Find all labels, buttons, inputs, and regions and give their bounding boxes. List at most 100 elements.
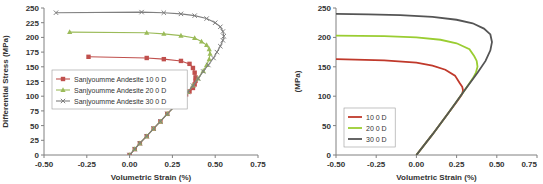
point bbox=[221, 29, 225, 33]
point bbox=[151, 126, 156, 131]
point bbox=[191, 83, 195, 87]
x-tick-label: -0.50 bbox=[35, 160, 54, 169]
y-tick-label: 150 bbox=[26, 63, 40, 72]
point bbox=[211, 56, 215, 60]
x-tick-label: -0.25 bbox=[78, 160, 97, 169]
y-tick bbox=[41, 155, 44, 156]
point bbox=[158, 119, 162, 123]
legend-label: 20 0 D bbox=[366, 125, 387, 132]
x-tick bbox=[376, 155, 377, 158]
legend-marker bbox=[61, 77, 65, 81]
point bbox=[204, 16, 208, 20]
x-tick-label: -0.25 bbox=[367, 160, 386, 169]
legend-label: Sanjyoumme Andesite 10 0 D bbox=[74, 76, 166, 84]
plot-area bbox=[336, 14, 492, 155]
x-tick-label: 0.50 bbox=[489, 160, 505, 169]
point bbox=[199, 39, 204, 44]
x-tick bbox=[129, 155, 130, 158]
y-tick-label: 200 bbox=[26, 33, 40, 42]
y-tick-label: 0 bbox=[35, 151, 40, 160]
y-tick bbox=[333, 155, 336, 156]
y-tick-label: 200 bbox=[318, 33, 332, 42]
point bbox=[145, 134, 149, 138]
point bbox=[138, 141, 142, 145]
legend-swatch bbox=[348, 116, 362, 118]
point bbox=[215, 50, 219, 54]
point bbox=[179, 12, 183, 16]
y-tick bbox=[41, 37, 44, 38]
x-tick-label: 0.00 bbox=[409, 160, 425, 169]
point bbox=[192, 35, 197, 40]
point bbox=[133, 147, 137, 151]
legend-box bbox=[344, 108, 395, 147]
series-line bbox=[336, 59, 463, 155]
point bbox=[127, 152, 132, 155]
point bbox=[158, 119, 163, 124]
point bbox=[179, 59, 183, 63]
y-axis bbox=[336, 8, 337, 155]
point bbox=[151, 126, 155, 130]
y-tick bbox=[41, 125, 44, 126]
y-axis-label: (MPa) bbox=[293, 70, 302, 92]
y-axis-label: Differential Stress (MPa) bbox=[1, 35, 10, 128]
y-tick-label: 100 bbox=[318, 92, 332, 101]
x-tick-label: -0.50 bbox=[327, 160, 346, 169]
point bbox=[165, 112, 169, 116]
y-tick bbox=[333, 96, 336, 97]
point bbox=[137, 140, 142, 145]
point bbox=[132, 146, 137, 151]
y-tick-label: 0 bbox=[327, 151, 332, 160]
legend-label: 10 0 D bbox=[366, 114, 387, 121]
series-line bbox=[336, 36, 478, 155]
x-axis bbox=[44, 155, 258, 156]
x-tick bbox=[258, 155, 259, 158]
point bbox=[195, 76, 200, 81]
point bbox=[127, 153, 131, 155]
point bbox=[86, 55, 90, 59]
y-tick-label: 50 bbox=[30, 122, 39, 131]
x-tick-label: 0.50 bbox=[207, 160, 223, 169]
point bbox=[151, 126, 155, 130]
point bbox=[192, 13, 196, 17]
point bbox=[192, 70, 196, 74]
point bbox=[67, 29, 72, 34]
y-tick-label: 225 bbox=[26, 19, 40, 28]
point bbox=[204, 42, 209, 47]
x-tick bbox=[456, 155, 457, 158]
y-tick bbox=[41, 66, 44, 67]
y-tick bbox=[41, 110, 44, 111]
point bbox=[207, 51, 212, 56]
y-tick-label: 125 bbox=[26, 78, 40, 87]
point bbox=[218, 44, 222, 48]
x-tick bbox=[416, 155, 417, 158]
y-tick-label: 150 bbox=[318, 63, 332, 72]
x-tick bbox=[86, 155, 87, 158]
point bbox=[221, 38, 225, 42]
y-tick bbox=[41, 81, 44, 82]
point bbox=[196, 76, 200, 80]
legend-label: Sanjyoumme Andesite 20 0 D bbox=[74, 87, 166, 95]
y-tick bbox=[333, 8, 336, 9]
point bbox=[127, 153, 131, 155]
legend: 10 0 D20 0 D30 0 D bbox=[344, 108, 395, 147]
legend-marker bbox=[60, 87, 65, 92]
point bbox=[144, 30, 149, 35]
point bbox=[158, 119, 162, 123]
chart: -0.50-0.250.000.250.500.7502550751001251… bbox=[1, 4, 266, 182]
point bbox=[187, 62, 191, 66]
y-tick bbox=[41, 22, 44, 23]
point bbox=[190, 83, 195, 88]
x-tick bbox=[537, 155, 538, 158]
point bbox=[178, 33, 183, 38]
y-tick bbox=[333, 66, 336, 67]
x-tick-label: 0.25 bbox=[449, 160, 465, 169]
y-tick-label: 50 bbox=[322, 122, 331, 131]
y-tick bbox=[41, 96, 44, 97]
point bbox=[54, 11, 58, 15]
y-tick-label: 175 bbox=[26, 48, 40, 57]
x-tick bbox=[172, 155, 173, 158]
figure: -0.50-0.250.000.250.500.7502550751001251… bbox=[0, 0, 543, 184]
legend-box bbox=[52, 70, 187, 109]
point bbox=[162, 57, 166, 61]
point bbox=[201, 69, 205, 73]
